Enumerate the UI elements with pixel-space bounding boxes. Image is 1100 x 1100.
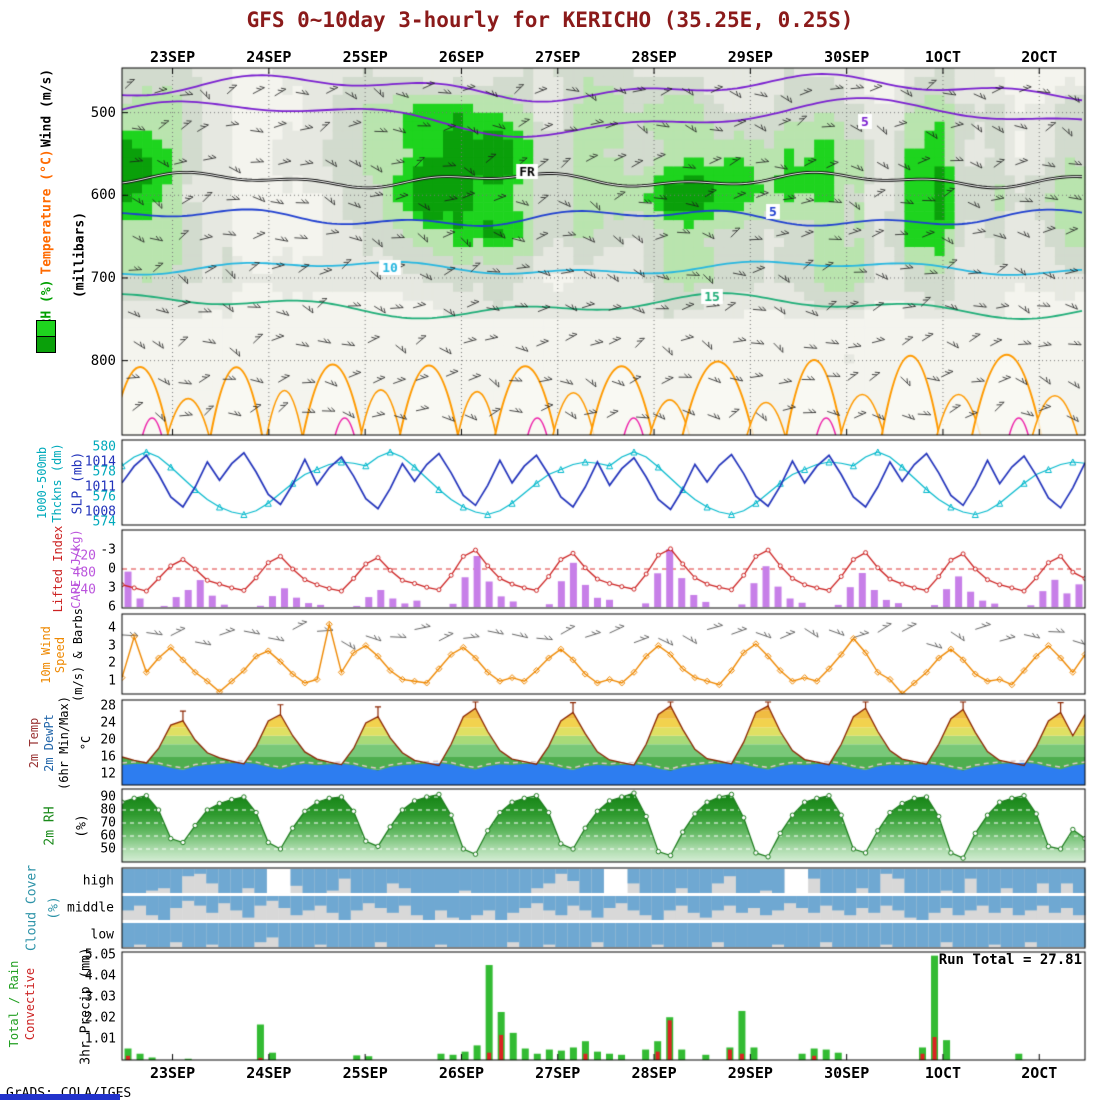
x-axis-label-top: 27SEP	[535, 48, 581, 66]
t2m-tick: 28	[100, 698, 116, 714]
x-axis-label-top: 30SEP	[824, 48, 870, 66]
cloud-row-middle-label: middle	[67, 900, 114, 916]
page-title: GFS 0~10day 3-hourly for KERICHO (35.25E…	[246, 8, 854, 32]
x-axis-label-bottom: 23SEP	[149, 1064, 196, 1082]
slp-axis-label: SLP (mb)	[70, 451, 86, 515]
x-axis-label-top: 26SEP	[438, 48, 485, 66]
wind10m-tick: 1	[108, 673, 116, 689]
cloud-pct-axis-label: (%)	[46, 896, 62, 920]
precip-tick: 2.02	[84, 1010, 116, 1026]
rh-colorbar	[36, 320, 56, 353]
rh-colorbar-dark	[36, 337, 56, 353]
pressure-tick: 500	[90, 104, 116, 121]
rh2m-tick: 90	[100, 789, 116, 805]
slp-tick: 1014	[84, 454, 116, 470]
footer-blue-bar	[0, 1094, 120, 1100]
x-axis-label-top: 1OCT	[924, 48, 962, 66]
cape-tick: 480	[72, 565, 96, 581]
t2m-tick: 20	[100, 732, 116, 748]
wind10m-tick: 3	[108, 638, 116, 654]
x-axis-label-top: 2OCT	[1021, 48, 1058, 66]
x-axis-label-bottom: 29SEP	[727, 1064, 773, 1082]
pressure-tick: 600	[90, 187, 116, 204]
x-axis-label-bottom: 26SEP	[438, 1064, 485, 1082]
lifted-index-tick: 3	[108, 580, 116, 596]
x-axis-label-bottom: 30SEP	[824, 1064, 870, 1082]
precip-tick: 4.04	[84, 968, 116, 984]
t2m-tick: 12	[100, 766, 116, 782]
thickness-tick: 580	[92, 439, 116, 455]
rh2m-axis-label: 2m RH	[42, 806, 58, 846]
rh2m-pct-axis-label: (%)	[74, 814, 90, 838]
lifted-index-tick: 0	[108, 561, 116, 577]
x-axis-label-top: 23SEP	[149, 48, 196, 66]
precip-tick: 1.01	[84, 1031, 116, 1047]
degc-axis-label: °C	[79, 735, 93, 751]
wind10m-axis-label-3: (m/s) & Barbs	[71, 608, 85, 702]
wind10m-axis-label-1: 10m Wind	[39, 626, 53, 684]
wind-axis-label: Wind (m/s)	[39, 68, 55, 148]
x-axis-label-bottom: 24SEP	[246, 1064, 292, 1082]
precip-total-axis-label: Total / Rain	[7, 960, 21, 1048]
cloud-cover-axis-label: Cloud Cover	[24, 864, 40, 952]
rh2m-tick: 50	[100, 841, 116, 857]
rh2m-tick: 70	[100, 815, 116, 831]
wind10m-tick: 2	[108, 655, 116, 671]
t2m-axis-label: 2m Temp	[27, 717, 41, 769]
cape-tick: 720	[72, 548, 96, 564]
lifted-index-tick: 6	[108, 599, 116, 615]
x-axis-label-bottom: 1OCT	[924, 1064, 962, 1082]
thickness-axis-label-1: 1000-500mb	[35, 446, 49, 520]
x-axis-label-bottom: 28SEP	[631, 1064, 677, 1082]
temperature-axis-label: Temperature (°C)	[39, 149, 55, 275]
precip-conv-axis-label: Convective	[23, 967, 37, 1041]
wind10m-axis-label-2: Speed	[53, 636, 67, 674]
x-axis-label-bottom: 2OCT	[1021, 1064, 1058, 1082]
dewpt-axis-label: 2m DewPt	[42, 714, 56, 772]
x-axis-label-top: 28SEP	[631, 48, 677, 66]
pressure-tick: 800	[90, 352, 116, 369]
precip-axis-label: 3hr Precip (mm)	[78, 947, 94, 1065]
precip-tick: 3.03	[84, 989, 116, 1005]
thickness-tick: 574	[92, 514, 116, 530]
x-axis-label-top: 29SEP	[727, 48, 773, 66]
pressure-tick: 700	[90, 269, 116, 286]
run-total-label: Run Total = 27.81	[938, 952, 1082, 968]
thickness-tick: 576	[92, 489, 116, 505]
millibars-axis-label: (millibars)	[72, 211, 88, 299]
x-axis-label-bottom: 27SEP	[535, 1064, 581, 1082]
slp-tick: 1011	[84, 479, 116, 495]
t2m-tick: 24	[100, 715, 116, 731]
cloud-row-low-label: low	[90, 927, 114, 943]
x-axis-label-top: 24SEP	[246, 48, 292, 66]
thickness-tick: 578	[92, 464, 116, 480]
t2m-tick: 16	[100, 749, 116, 765]
wind10m-tick: 4	[108, 620, 116, 636]
minmax-axis-label: (6hr Min/Max)	[57, 696, 71, 790]
lifted-index-tick: -3	[100, 542, 116, 558]
cape-tick: 240	[72, 582, 96, 598]
precip-tick: 5.05	[84, 947, 116, 963]
lifted-index-axis-label: Lifted Index	[51, 525, 65, 613]
thickness-axis-label-2: Thckns (dm)	[50, 443, 64, 523]
slp-tick: 1008	[84, 504, 116, 520]
x-axis-label-top: 25SEP	[342, 48, 388, 66]
cloud-row-high-label: high	[82, 873, 114, 889]
rh2m-tick: 80	[100, 802, 116, 818]
rh-colorbar-light	[36, 320, 56, 337]
rh2m-tick: 60	[100, 828, 116, 844]
x-axis-label-bottom: 25SEP	[342, 1064, 388, 1082]
